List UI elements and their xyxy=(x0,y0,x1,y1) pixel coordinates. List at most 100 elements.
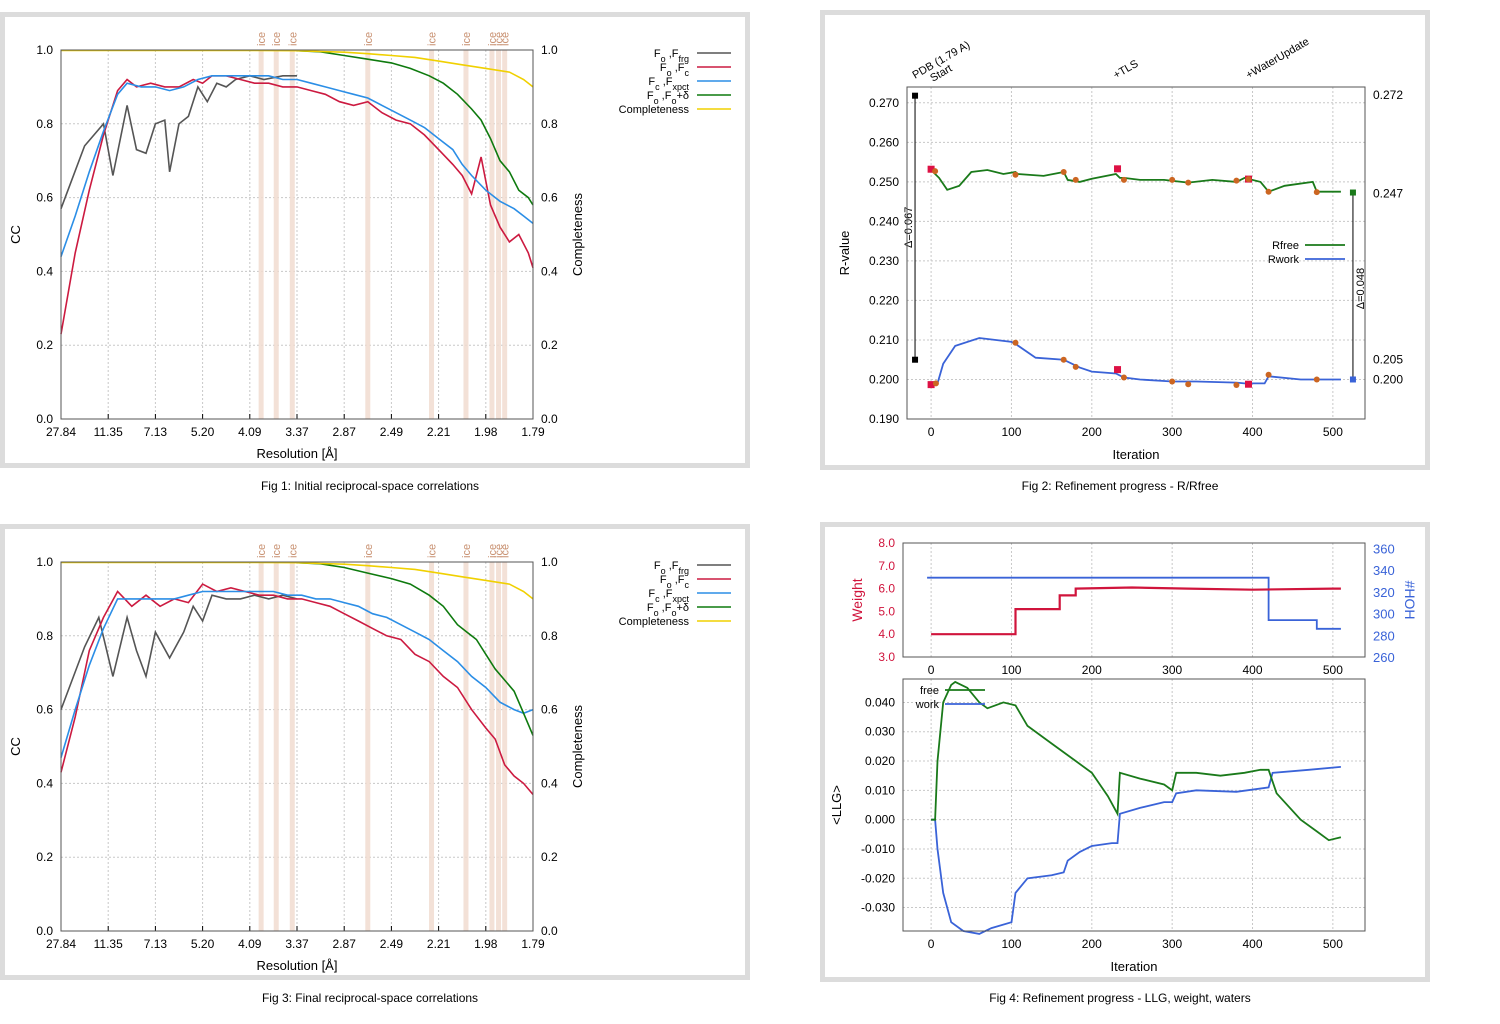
pdb-rfree-marker xyxy=(912,92,919,99)
ice-band xyxy=(502,562,508,931)
legend-label: Fc ,Fxpct xyxy=(648,588,689,604)
legend-text: F xyxy=(647,90,654,102)
orange-dot-marker xyxy=(1120,176,1127,183)
orange-dot-marker xyxy=(1169,176,1176,183)
hoh-tick-label: 300 xyxy=(1373,607,1395,622)
ice-band xyxy=(258,50,264,419)
ice-label: ice xyxy=(461,544,473,558)
delta-left-label: Δ=0.067 xyxy=(903,207,915,248)
ice-label: ice xyxy=(487,544,499,558)
weight-tick-label: 4.0 xyxy=(878,627,895,641)
ice-band xyxy=(273,50,279,419)
ice-band xyxy=(429,50,435,419)
y-tick-label: 0.220 xyxy=(869,293,899,307)
ice-band xyxy=(273,562,279,931)
orange-dot-marker xyxy=(1060,168,1067,175)
y2-tick-label: 1.0 xyxy=(541,555,558,569)
ice-label: ice xyxy=(256,544,268,558)
ice-label: ice xyxy=(256,32,268,46)
hoh-tick-label: 320 xyxy=(1373,585,1395,600)
series-line-Fo_Fo_delta xyxy=(296,561,534,736)
legend-subscript: frg xyxy=(678,54,689,64)
legend-text: ,F xyxy=(660,588,673,600)
x-tick-label: 1.98 xyxy=(474,425,498,439)
legend-subscript: c xyxy=(685,68,690,78)
weight-tick-label: 5.0 xyxy=(878,604,895,618)
y-tick-label: 1.0 xyxy=(36,43,53,57)
x-tick-label: 5.20 xyxy=(191,937,215,951)
legend-text: Completeness xyxy=(619,104,690,116)
orange-dot-marker xyxy=(932,380,939,387)
ice-label: ice xyxy=(363,32,375,46)
legend-label: Fo ,Fc xyxy=(660,574,690,590)
legend-text: ,F xyxy=(660,76,673,88)
top-annotation: +TLS xyxy=(1111,58,1140,82)
ice-label: ice xyxy=(427,544,439,558)
legend-text: ,F xyxy=(672,574,685,586)
x-tick-label: 1.98 xyxy=(474,937,498,951)
ice-band xyxy=(365,562,371,931)
legend-label: Completeness xyxy=(619,616,690,628)
top-x-tick-label: 100 xyxy=(1001,663,1021,677)
x-axis-label: Resolution [Å] xyxy=(257,446,338,461)
red-square-marker xyxy=(1114,165,1122,173)
legend-subscript: o xyxy=(667,580,672,590)
x-tick-label: 1.79 xyxy=(521,425,545,439)
right-value-label: 0.272 xyxy=(1373,88,1403,102)
y2-tick-label: 0.6 xyxy=(541,703,558,717)
x-tick-label: 27.84 xyxy=(46,425,76,439)
legend-subscript: o xyxy=(671,608,676,618)
fig2-panel: 0 100 200 300 400 500 0.190 0.200 0.210 0.220 0.23… xyxy=(820,10,1430,470)
y-tick-label: 0.250 xyxy=(869,175,899,189)
series-line-Weight xyxy=(931,586,1341,636)
y-axis-label: <LLG> xyxy=(829,785,844,825)
x-tick-label: 2.49 xyxy=(380,937,404,951)
legend-label: Fo ,Ffrg xyxy=(654,48,689,64)
ice-band xyxy=(489,562,495,931)
x-tick-label: 1.79 xyxy=(521,937,545,951)
legend-subscript: o xyxy=(667,68,672,78)
y-tick-label: 0.210 xyxy=(869,333,899,347)
legend-label: Fo ,Fc xyxy=(660,62,690,78)
y-tick-label: 1.0 xyxy=(36,555,53,569)
legend-text: F xyxy=(654,48,661,60)
series-line-Fo_Ffrg xyxy=(60,74,297,209)
legend-text: ,F xyxy=(666,560,679,572)
pdb-rwork-marker xyxy=(912,356,919,363)
fig1-chart: 27.84 11.35 7.13 5.20 4.09 3.37 2.87 2.49 2.21 1.… xyxy=(8,32,731,461)
delta-right-label: Δ=0.048 xyxy=(1355,268,1367,309)
fig4-caption: Fig 4: Refinement progress - LLG, weight… xyxy=(989,991,1251,1005)
legend-text: F xyxy=(648,76,655,88)
ice-label: ice xyxy=(271,32,283,46)
orange-dot-marker xyxy=(1233,382,1240,389)
y2-tick-label: 0.0 xyxy=(541,924,558,938)
ice-label: ice xyxy=(287,544,299,558)
weight-tick-label: 7.0 xyxy=(878,559,895,573)
y-tick-label: 0.270 xyxy=(869,96,899,110)
x-tick-label: 2.87 xyxy=(333,425,357,439)
x-axis-label: Resolution [Å] xyxy=(257,958,338,973)
x-axis-label: Iteration xyxy=(1113,447,1160,462)
orange-dot-marker xyxy=(1012,171,1019,178)
legend-subscript: frg xyxy=(678,566,689,576)
ice-band xyxy=(429,562,435,931)
series-line-free xyxy=(931,680,1342,842)
y-axis-label: CC xyxy=(8,225,23,244)
y-tick-label: 0.200 xyxy=(869,372,899,386)
ice-band xyxy=(258,562,264,931)
legend-label: Fo ,Ffrg xyxy=(654,560,689,576)
ice-label: ice xyxy=(487,32,499,46)
x-tick-label: 300 xyxy=(1162,937,1182,951)
ice-band xyxy=(463,50,469,419)
legend-text: F xyxy=(648,588,655,600)
x-tick-label: 2.21 xyxy=(427,425,451,439)
plot-frame xyxy=(60,49,534,420)
ice-band xyxy=(496,50,502,419)
legend-text: +δ xyxy=(676,602,689,614)
y-tick-label: 0.010 xyxy=(865,783,895,797)
orange-dot-marker xyxy=(1313,189,1320,196)
ice-label: ice xyxy=(363,544,375,558)
series-line-Fc_Fxpct xyxy=(60,75,534,257)
red-square-marker xyxy=(927,165,935,173)
fig4-panel: 0 100 200 300 400 500 3.0 4.0 5.0 6.0 7.0 8.0 260 280… xyxy=(820,522,1430,982)
